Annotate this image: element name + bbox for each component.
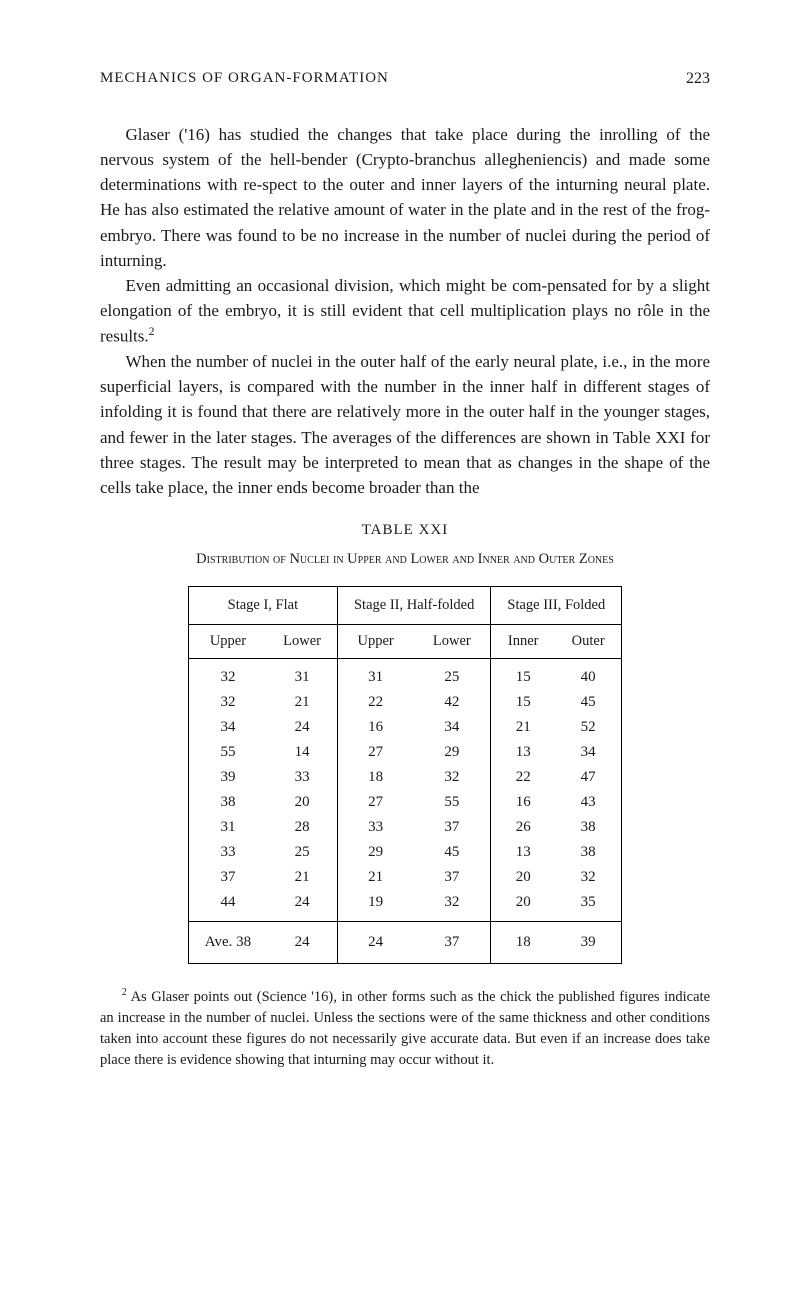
table-col-header-row: Upper Lower Upper Lower Inner Outer bbox=[188, 625, 621, 659]
table-group-header-row: Stage I, Flat Stage II, Half-folded Stag… bbox=[188, 587, 621, 625]
page-header-row: MECHANICS OF ORGAN-FORMATION 223 bbox=[100, 70, 710, 88]
table-title: TABLE XXI bbox=[100, 522, 710, 539]
table-row: 37 21 21 37 20 32 bbox=[188, 865, 621, 890]
col-header-upper-2: Upper bbox=[337, 625, 413, 659]
table-row: 33 25 29 45 13 38 bbox=[188, 840, 621, 865]
table-body: 32 31 31 25 15 40 32 21 22 42 15 45 34 2… bbox=[188, 659, 621, 922]
group-header-3: Stage III, Folded bbox=[491, 587, 622, 625]
table-row: 38 20 27 55 16 43 bbox=[188, 790, 621, 815]
data-table: Stage I, Flat Stage II, Half-folded Stag… bbox=[188, 586, 622, 964]
table-row: 32 31 31 25 15 40 bbox=[188, 659, 621, 691]
paragraph-3: When the number of nuclei in the outer h… bbox=[100, 349, 710, 500]
table-footer-row: Ave. 38 24 24 37 18 39 bbox=[188, 922, 621, 964]
table-row: 55 14 27 29 13 34 bbox=[188, 740, 621, 765]
col-header-upper-1: Upper bbox=[188, 625, 267, 659]
footnote: 2 As Glaser points out (Science '16), in… bbox=[100, 986, 710, 1071]
footnote-text: As Glaser points out (Science '16), in o… bbox=[100, 989, 710, 1068]
table-footer-label: Ave. 38 bbox=[188, 922, 267, 964]
col-header-lower-2: Lower bbox=[413, 625, 491, 659]
footnote-ref-2: 2 bbox=[149, 324, 155, 338]
page-number: 223 bbox=[686, 70, 710, 88]
page-header-title: MECHANICS OF ORGAN-FORMATION bbox=[100, 70, 389, 88]
col-header-lower-1: Lower bbox=[267, 625, 337, 659]
body-text: Glaser ('16) has studied the changes tha… bbox=[100, 122, 710, 500]
table-row: 44 24 19 32 20 35 bbox=[188, 890, 621, 922]
group-header-2: Stage II, Half-folded bbox=[337, 587, 490, 625]
col-header-inner: Inner bbox=[491, 625, 555, 659]
table-subtitle: Distribution of Nuclei in Upper and Lowe… bbox=[100, 551, 710, 568]
table-row: 39 33 18 32 22 47 bbox=[188, 765, 621, 790]
paragraph-2: Even admitting an occasional division, w… bbox=[100, 273, 710, 349]
paragraph-1: Glaser ('16) has studied the changes tha… bbox=[100, 122, 710, 273]
table-row: 34 24 16 34 21 52 bbox=[188, 715, 621, 740]
table-row: 32 21 22 42 15 45 bbox=[188, 690, 621, 715]
col-header-outer: Outer bbox=[555, 625, 622, 659]
table-row: 31 28 33 37 26 38 bbox=[188, 815, 621, 840]
group-header-1: Stage I, Flat bbox=[188, 587, 337, 625]
